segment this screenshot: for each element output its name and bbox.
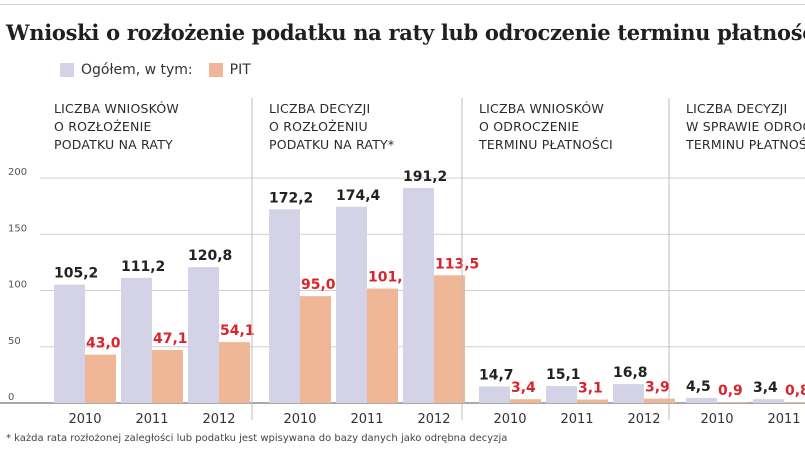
- legend: Ogółem, w tym: PIT: [60, 62, 267, 78]
- x-tick-label: 2012: [627, 412, 660, 427]
- x-tick-label: 2011: [767, 412, 800, 427]
- panel-title-line: TERMINU PŁATNOŚCI: [685, 137, 805, 152]
- panel-title-line: TERMINU PŁATNOŚCI: [478, 137, 613, 152]
- x-tick-label: 2011: [560, 412, 593, 427]
- bar-pit: [219, 342, 250, 403]
- bar-pit: [717, 401, 748, 403]
- panel-title-line: W SPRAWIE ODROCZENIA: [686, 119, 805, 134]
- data-label-pit: 113,5: [435, 256, 479, 272]
- bar-total: [54, 284, 85, 403]
- data-label-total: 120,8: [188, 248, 232, 264]
- bar-pit: [510, 399, 541, 403]
- panel-title-line: LICZBA DECYZJI: [269, 101, 370, 116]
- x-tick-label: 2010: [283, 412, 316, 427]
- legend-label-pit: PIT: [229, 62, 251, 78]
- bar-pit: [434, 275, 465, 403]
- x-tick-label: 2011: [350, 412, 383, 427]
- legend-swatch-total: [60, 63, 74, 77]
- bar-total: [479, 386, 510, 403]
- data-label-total: 191,2: [403, 169, 447, 185]
- data-label-total: 15,1: [546, 367, 581, 383]
- data-label-pit: 3,4: [511, 380, 536, 396]
- panel-title-line: LICZBA WNIOSKÓW: [479, 101, 604, 116]
- data-label-total: 111,2: [121, 259, 165, 275]
- bar-total: [686, 397, 717, 403]
- y-tick-label: 50: [8, 336, 21, 347]
- data-label-total: 172,2: [269, 190, 313, 206]
- legend-swatch-pit: [208, 63, 223, 77]
- data-label-total: 174,4: [336, 188, 381, 204]
- data-label-pit: 95,0: [301, 277, 336, 293]
- data-label-total: 14,7: [479, 367, 514, 383]
- x-tick-label: 2011: [135, 412, 168, 427]
- data-label-pit: 43,0: [86, 336, 121, 352]
- bar-total: [188, 267, 219, 403]
- panel-title-line: LICZBA DECYZJI: [686, 101, 787, 116]
- x-tick-label: 2012: [202, 412, 235, 427]
- data-label-pit: 54,1: [220, 323, 255, 339]
- panel-title-line: O ODROCZENIE: [479, 119, 579, 134]
- y-tick-label: 200: [8, 167, 27, 178]
- footnote: * każda rata rozłożonej zaległości lub p…: [6, 433, 508, 444]
- data-label-total: 3,4: [753, 380, 778, 396]
- data-label-pit: 101,7: [368, 270, 412, 286]
- data-label-pit: 3,9: [645, 380, 670, 396]
- data-label-pit: 0,8: [785, 383, 805, 399]
- panel-title-line: O ROZŁOŻENIU: [269, 119, 368, 134]
- bar-pit: [85, 354, 116, 403]
- bar-total: [753, 399, 784, 403]
- bar-total: [613, 384, 644, 403]
- x-tick-label: 2010: [700, 412, 733, 427]
- bar-pit: [367, 288, 398, 403]
- x-tick-label: 2010: [493, 412, 526, 427]
- bar-pit: [577, 399, 608, 403]
- bar-total: [336, 206, 367, 403]
- bar-total: [546, 386, 577, 403]
- top-rule: [0, 4, 805, 5]
- panel-title-line: LICZBA WNIOSKÓW: [54, 101, 179, 116]
- legend-label-total: Ogółem, w tym:: [81, 62, 193, 78]
- panel-title-line: O ROZŁOŻENIE: [54, 119, 152, 134]
- data-label-total: 4,5: [686, 379, 711, 395]
- data-label-pit: 0,9: [718, 383, 743, 399]
- data-label-pit: 47,1: [153, 331, 188, 347]
- data-label-total: 105,2: [54, 266, 98, 282]
- legend-item-pit: PIT: [208, 62, 251, 78]
- y-tick-label: 100: [8, 280, 27, 291]
- panel-title-line: PODATKU NA RATY*: [269, 137, 394, 152]
- bar-total: [403, 187, 434, 403]
- legend-item-total: Ogółem, w tym:: [60, 62, 193, 78]
- bar-pit: [644, 398, 675, 403]
- x-tick-label: 2010: [68, 412, 101, 427]
- bar-total: [121, 277, 152, 403]
- data-label-pit: 3,1: [578, 381, 603, 397]
- bar-total: [269, 209, 300, 403]
- chart-title: Wnioski o rozłożenie podatku na raty lub…: [6, 20, 805, 45]
- y-tick-label: 150: [8, 223, 27, 234]
- data-label-total: 16,8: [613, 365, 648, 381]
- y-tick-label: 0: [8, 392, 14, 403]
- x-tick-label: 2012: [417, 412, 450, 427]
- bar-pit: [300, 296, 331, 403]
- panel-title-line: PODATKU NA RATY: [54, 137, 173, 152]
- bar-pit: [152, 350, 183, 403]
- bar-pit: [784, 402, 805, 403]
